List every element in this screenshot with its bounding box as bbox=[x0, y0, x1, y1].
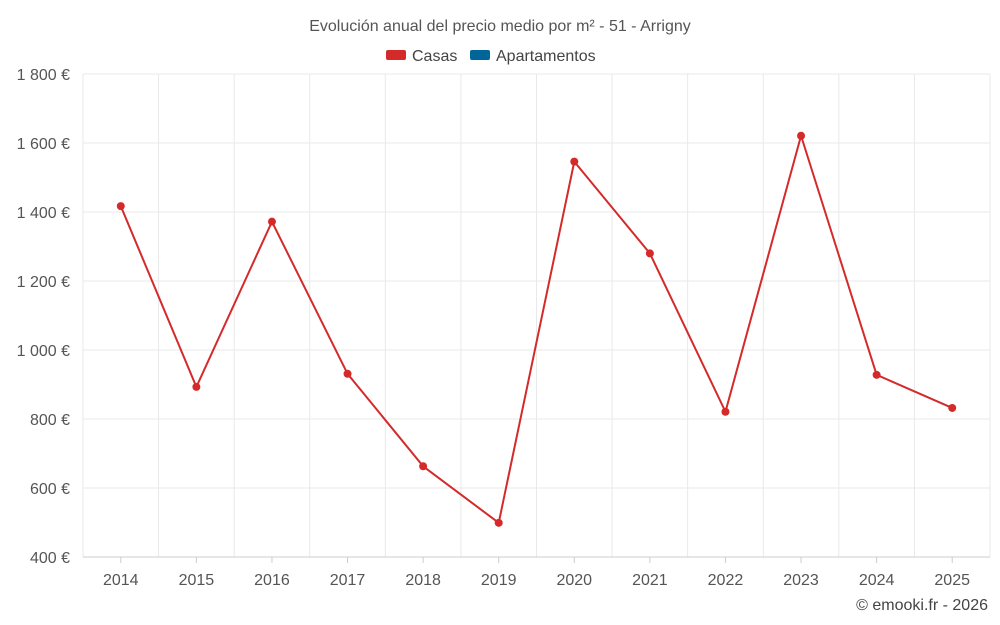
series-layer bbox=[116, 131, 957, 527]
data-point[interactable] bbox=[948, 403, 957, 412]
legend-label-apartamentos: Apartamentos bbox=[496, 48, 596, 65]
legend-swatch-apartamentos bbox=[470, 50, 490, 60]
data-point[interactable] bbox=[872, 370, 881, 379]
x-gridlines bbox=[82, 74, 991, 557]
y-tick-label: 1 000 € bbox=[17, 343, 70, 360]
y-tick-label: 800 € bbox=[30, 412, 70, 429]
x-tick-label: 2021 bbox=[632, 572, 668, 589]
data-point[interactable] bbox=[721, 407, 730, 416]
x-axis-ticks: 2014 2015 2016 2017 2018 2019 2020 2021 2022 2023… bbox=[103, 557, 970, 589]
x-tick-label: 2024 bbox=[859, 572, 895, 589]
data-point[interactable] bbox=[419, 462, 428, 471]
x-tick-label: 2014 bbox=[103, 572, 139, 589]
y-tick-label: 1 200 € bbox=[17, 274, 70, 291]
y-tick-label: 1 400 € bbox=[17, 205, 70, 222]
y-tick-label: 600 € bbox=[30, 481, 70, 498]
y-tick-label: 1 600 € bbox=[17, 136, 70, 153]
y-tick-label: 1 800 € bbox=[17, 67, 70, 84]
legend: Casas Apartamentos bbox=[386, 48, 596, 65]
x-tick-label: 2017 bbox=[330, 572, 366, 589]
chart-title: Evolución anual del precio medio por m² … bbox=[309, 18, 691, 35]
data-point[interactable] bbox=[494, 518, 503, 527]
x-tick-label: 2019 bbox=[481, 572, 517, 589]
data-point[interactable] bbox=[645, 249, 654, 258]
series-line-casas bbox=[119, 134, 953, 524]
legend-label-casas: Casas bbox=[412, 48, 457, 65]
legend-item-casas[interactable]: Casas bbox=[386, 48, 457, 65]
data-point[interactable] bbox=[116, 202, 125, 211]
x-tick-label: 2020 bbox=[556, 572, 592, 589]
data-point[interactable] bbox=[797, 131, 806, 140]
credit-text: © emooki.fr - 2026 bbox=[856, 597, 988, 614]
data-point[interactable] bbox=[192, 382, 201, 391]
x-tick-label: 2025 bbox=[934, 572, 970, 589]
x-tick-label: 2023 bbox=[783, 572, 819, 589]
legend-swatch-casas bbox=[386, 50, 406, 60]
x-tick-label: 2022 bbox=[708, 572, 744, 589]
x-tick-label: 2018 bbox=[405, 572, 441, 589]
data-point[interactable] bbox=[570, 157, 579, 166]
x-tick-label: 2015 bbox=[179, 572, 215, 589]
x-tick-label: 2016 bbox=[254, 572, 290, 589]
y-axis-ticks: 400 € 600 € 800 € 1 000 € 1 200 € 1 400 € 1 60… bbox=[17, 67, 70, 567]
data-point[interactable] bbox=[343, 369, 352, 378]
legend-item-apartamentos[interactable]: Apartamentos bbox=[470, 48, 596, 65]
y-tick-label: 400 € bbox=[30, 550, 70, 567]
data-point[interactable] bbox=[267, 217, 276, 226]
